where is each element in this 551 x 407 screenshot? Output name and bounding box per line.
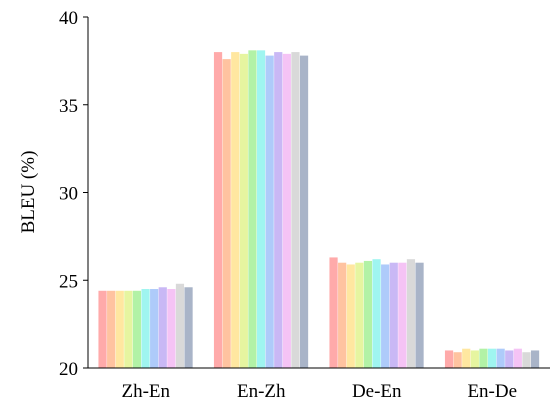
bar-en-zh-11: [299, 55, 309, 369]
bar-en-zh-6: [256, 50, 266, 369]
bar-en-zh-7: [265, 55, 274, 369]
bar-de-en-3: [346, 264, 355, 368]
bar-zh-en-11: [184, 287, 193, 368]
bar-en-de-1: [444, 350, 454, 368]
bar-de-en-5: [363, 260, 373, 368]
y-tick-label: 40: [59, 8, 78, 29]
bar-en-zh-4: [239, 53, 248, 369]
x-category-label: Zh-En: [121, 381, 170, 402]
bar-en-de-9: [513, 348, 522, 368]
bar-zh-en-4: [124, 290, 133, 368]
y-tick-label: 35: [59, 96, 78, 117]
y-tick-label: 25: [59, 271, 78, 292]
bar-zh-en-5: [132, 290, 142, 368]
y-axis-title: BLEU (%): [18, 151, 39, 234]
bars-group: [98, 50, 540, 369]
bar-en-zh-1: [213, 52, 223, 368]
bar-en-zh-2: [222, 59, 231, 369]
bar-en-zh-10: [291, 52, 300, 368]
bar-de-en-2: [338, 262, 347, 368]
x-labels-group: Zh-En En-Zh De-En En-De: [121, 381, 517, 402]
bar-en-zh-5: [248, 50, 257, 369]
bar-de-en-6: [372, 259, 381, 368]
bar-de-en-10: [406, 259, 416, 368]
bar-en-de-11: [530, 350, 540, 368]
bar-en-de-10: [522, 352, 531, 368]
x-category-label: En-Zh: [237, 381, 286, 402]
y-tick-label: 20: [59, 359, 78, 380]
bar-de-en-7: [381, 264, 390, 368]
bar-en-de-8: [505, 350, 514, 368]
x-category-label: De-En: [352, 381, 402, 402]
bar-zh-en-8: [158, 287, 167, 368]
bar-en-de-7: [496, 348, 505, 368]
bar-zh-en-9: [167, 289, 176, 368]
bar-de-en-8: [389, 262, 398, 368]
bar-en-de-2: [453, 352, 462, 368]
bar-en-de-4: [470, 350, 479, 368]
bar-de-en-9: [398, 262, 407, 368]
x-category-label: En-De: [467, 381, 517, 402]
bar-en-zh-9: [282, 53, 291, 369]
bar-zh-en-10: [175, 283, 185, 368]
bar-en-zh-8: [274, 52, 283, 368]
y-ticks-group: 20 25 30 35 40: [59, 8, 88, 380]
bar-zh-en-2: [107, 290, 116, 368]
bar-en-zh-3: [231, 52, 240, 368]
bar-zh-en-1: [98, 290, 107, 368]
bar-en-de-3: [462, 348, 471, 368]
bar-de-en-1: [329, 257, 338, 368]
y-tick-label: 30: [59, 184, 78, 205]
bar-zh-en-6: [141, 289, 150, 368]
bar-zh-en-3: [115, 290, 124, 368]
bar-en-de-6: [487, 348, 497, 368]
bar-zh-en-7: [150, 289, 159, 368]
bar-en-de-5: [479, 348, 488, 368]
bar-de-en-11: [415, 262, 424, 368]
bar-de-en-4: [355, 262, 364, 368]
